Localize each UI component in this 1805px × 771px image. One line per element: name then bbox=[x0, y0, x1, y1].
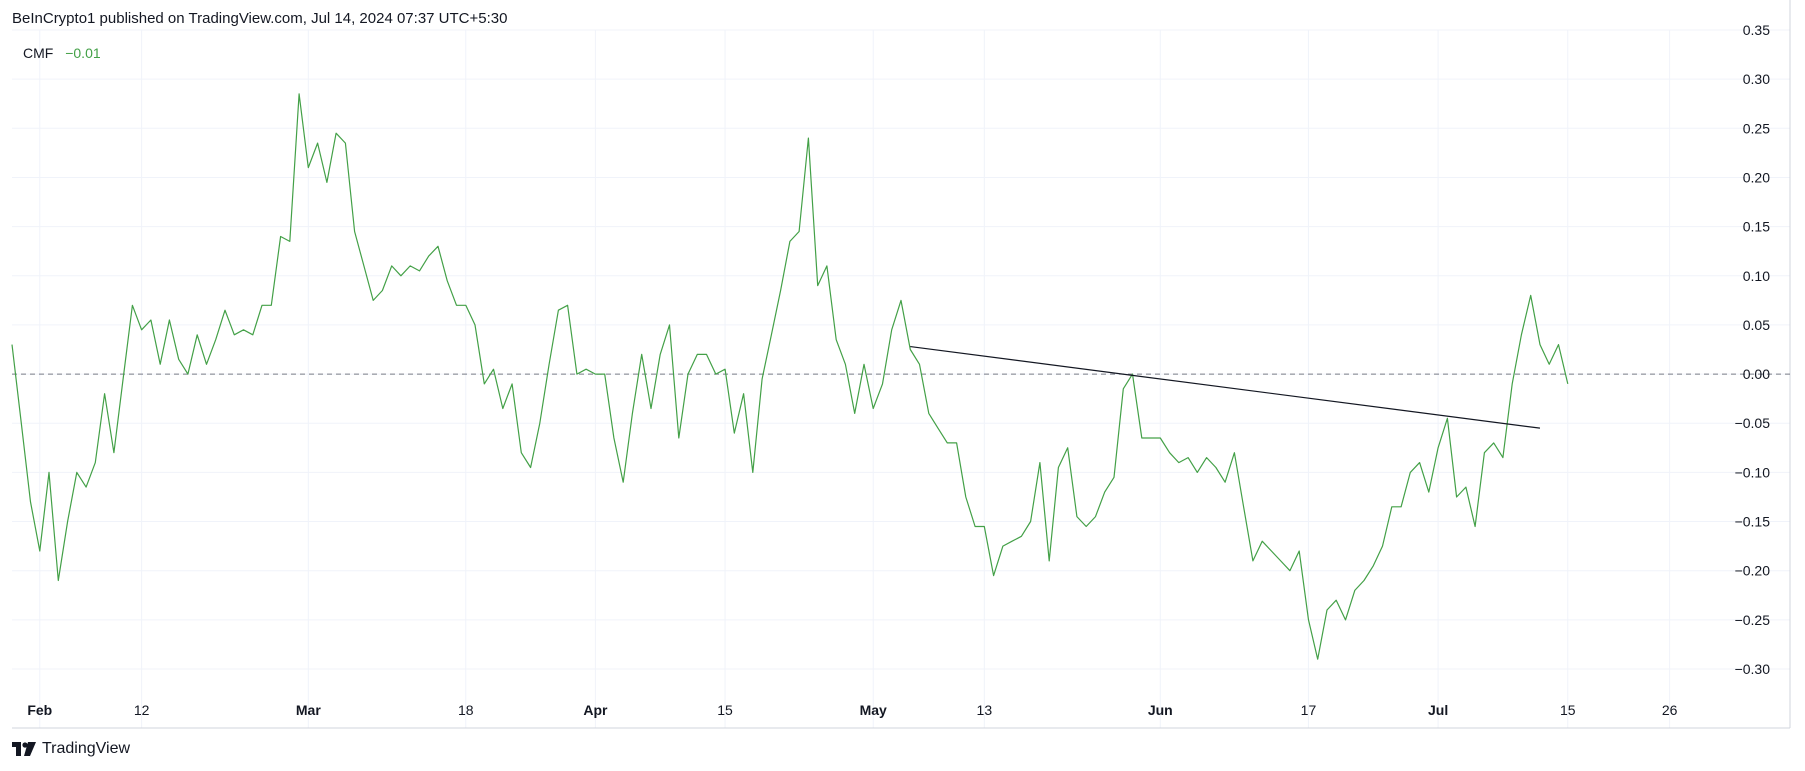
tradingview-brand-text: TradingView bbox=[42, 740, 131, 757]
indicator-legend[interactable]: CMF −0.01 bbox=[23, 45, 101, 61]
y-tick-label: 0.30 bbox=[1743, 71, 1770, 87]
x-tick-label: Mar bbox=[296, 702, 321, 718]
x-tick-label: 17 bbox=[1301, 702, 1317, 718]
y-tick-label: −0.10 bbox=[1735, 464, 1771, 480]
y-axis-ticks: 0.35 0.30 0.25 0.20 0.15 0.10 0.05 0.00 −0.05 −0.… bbox=[1735, 22, 1771, 677]
x-tick-label: 15 bbox=[717, 702, 733, 718]
tradingview-logo-icon bbox=[12, 742, 36, 756]
trendline-annotation bbox=[910, 345, 1541, 429]
x-tick-label: Jul bbox=[1428, 702, 1448, 718]
x-tick-label: 15 bbox=[1560, 702, 1576, 718]
y-tick-label: −0.20 bbox=[1735, 563, 1771, 579]
y-tick-label: −0.30 bbox=[1735, 661, 1771, 677]
y-tick-label: 0.25 bbox=[1743, 120, 1770, 136]
y-tick-label: 0.05 bbox=[1743, 317, 1770, 333]
y-tick-label: −0.05 bbox=[1735, 415, 1771, 431]
x-tick-label: 18 bbox=[458, 702, 474, 718]
y-tick-label: −0.15 bbox=[1735, 514, 1771, 530]
publisher-text: BeInCrypto1 published on TradingView.com… bbox=[12, 10, 508, 27]
trendline-0[interactable] bbox=[910, 345, 1541, 429]
x-tick-label: Feb bbox=[27, 702, 52, 718]
x-tick-label: Apr bbox=[583, 702, 608, 718]
grid-lines bbox=[12, 29, 1790, 728]
x-axis-ticks: Feb 12 Mar 18 Apr 15 May 13 Jun 17 Jul 15 26 bbox=[27, 702, 1677, 718]
y-tick-label: 0.10 bbox=[1743, 268, 1770, 284]
cmf-line-0 bbox=[11, 93, 1569, 660]
y-tick-label: 0.15 bbox=[1743, 219, 1770, 235]
y-tick-label: 0.20 bbox=[1743, 169, 1770, 185]
x-tick-label: 13 bbox=[977, 702, 993, 718]
indicator-value: −0.01 bbox=[65, 45, 101, 61]
x-tick-label: Jun bbox=[1148, 702, 1173, 718]
x-tick-label: 26 bbox=[1662, 702, 1678, 718]
y-tick-label: −0.25 bbox=[1735, 612, 1771, 628]
axes bbox=[12, 0, 1791, 729]
cmf-series bbox=[11, 93, 1569, 660]
x-tick-label: May bbox=[860, 702, 887, 718]
y-tick-label: 0.35 bbox=[1743, 22, 1770, 38]
indicator-name: CMF bbox=[23, 45, 54, 61]
footer-brand[interactable]: TradingView bbox=[12, 740, 130, 758]
x-tick-label: 12 bbox=[134, 702, 150, 718]
y-tick-label: 0.00 bbox=[1743, 366, 1770, 382]
